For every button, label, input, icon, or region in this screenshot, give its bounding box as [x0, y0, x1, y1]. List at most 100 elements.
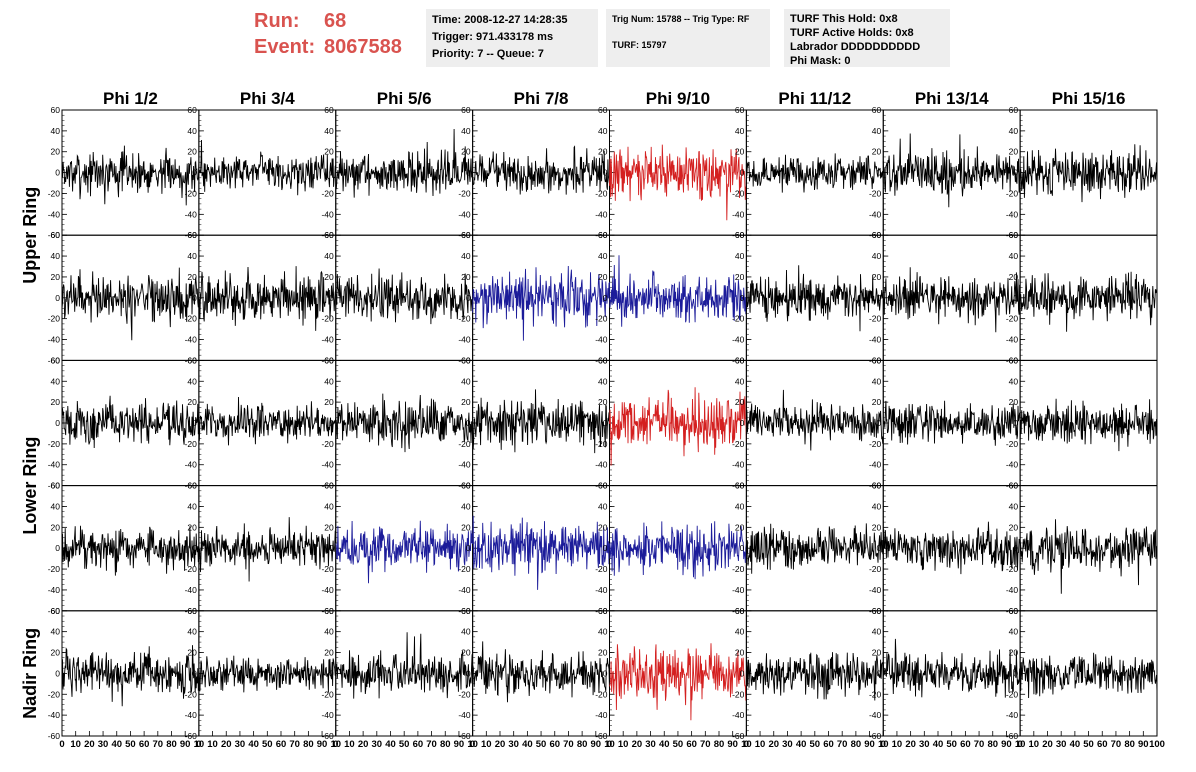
y-tick-label: 40	[1009, 376, 1019, 386]
y-tick-label: 60	[461, 606, 471, 616]
x-tick-label: 60	[276, 739, 287, 750]
x-tick-label: 30	[372, 739, 383, 750]
y-tick-label: 20	[872, 147, 882, 157]
waveform-trace	[1019, 144, 1158, 203]
x-tick-label: 0	[333, 739, 338, 750]
waveform-trace	[882, 133, 1021, 208]
waveform-trace	[1019, 398, 1158, 452]
y-tick-label: -20	[458, 314, 471, 324]
y-tick-label: 20	[872, 272, 882, 282]
y-tick-label: 40	[51, 126, 61, 136]
waveform-trace	[472, 389, 610, 454]
y-tick-label: 0	[877, 418, 882, 428]
y-tick-label: 20	[598, 522, 608, 532]
x-tick-label: 90	[864, 739, 875, 750]
waveform-trace	[198, 396, 337, 446]
y-tick-label: 40	[187, 126, 197, 136]
turf-text: TURF: 15797	[612, 40, 667, 50]
turf-active-text: TURF Active Holds: 0x8	[790, 27, 914, 39]
x-tick-label: 60	[686, 739, 697, 750]
x-tick-label: 80	[303, 739, 314, 750]
waveform-trace	[1019, 519, 1158, 594]
y-tick-label: 0	[55, 543, 60, 553]
y-tick-label: -40	[595, 585, 608, 595]
column-header: Phi 3/4	[240, 89, 295, 108]
y-tick-label: 20	[872, 648, 882, 658]
y-tick-label: 20	[461, 522, 471, 532]
y-tick-label: -40	[869, 460, 882, 470]
y-tick-label: -20	[595, 314, 608, 324]
y-tick-label: -60	[458, 731, 471, 741]
x-tick-label: 80	[1124, 739, 1135, 750]
y-tick-label: -40	[458, 585, 471, 595]
y-tick-label: -20	[321, 314, 334, 324]
y-tick-label: -60	[732, 731, 745, 741]
y-tick-label: 20	[872, 522, 882, 532]
column-header: Phi 1/2	[103, 89, 158, 108]
x-tick-label: 50	[1083, 739, 1094, 750]
y-tick-label: 20	[735, 648, 745, 658]
y-tick-label: -40	[595, 710, 608, 720]
y-tick-label: 60	[324, 606, 334, 616]
x-tick-label: 0	[196, 739, 201, 750]
y-tick-label: 20	[187, 147, 197, 157]
y-tick-label: 40	[51, 627, 61, 637]
x-tick-label: 10	[892, 739, 903, 750]
y-tick-label: 0	[1013, 543, 1018, 553]
x-tick-label: 30	[919, 739, 930, 750]
waveform-trace	[1019, 271, 1158, 332]
y-tick-label: -20	[185, 689, 198, 699]
x-tick-label: 50	[673, 739, 684, 750]
x-tick-label: 40	[796, 739, 807, 750]
event-label: Event:	[254, 36, 316, 58]
column-header: Phi 13/14	[915, 89, 989, 108]
y-tick-label: 60	[187, 355, 197, 365]
x-tick-label: 0	[1017, 739, 1022, 750]
x-tick-label: 50	[262, 739, 273, 750]
y-tick-label: -40	[48, 585, 61, 595]
x-tick-label: 40	[522, 739, 533, 750]
y-tick-label: 40	[324, 126, 334, 136]
waveform-trace	[335, 632, 474, 699]
y-tick-label: 0	[740, 543, 745, 553]
y-tick-label: -60	[48, 606, 61, 616]
y-tick-label: -20	[1006, 439, 1019, 449]
y-tick-label: -40	[1006, 585, 1019, 595]
ring-label: Lower Ring	[20, 437, 40, 535]
y-tick-label: -40	[458, 460, 471, 470]
x-tick-label: 70	[1111, 739, 1122, 750]
x-tick-label: 10	[467, 739, 478, 750]
labrador-text: Labrador DDDDDDDDDD	[790, 41, 921, 53]
x-tick-label: 50	[810, 739, 821, 750]
x-tick-label: 80	[440, 739, 451, 750]
y-tick-label: 60	[1009, 105, 1019, 115]
y-tick-label: 0	[877, 668, 882, 678]
y-tick-label: 0	[329, 543, 334, 553]
x-tick-label: 90	[727, 739, 738, 750]
y-tick-label: 40	[872, 251, 882, 261]
y-tick-label: 0	[466, 668, 471, 678]
y-tick-label: -60	[595, 731, 608, 741]
x-tick-label: 40	[385, 739, 396, 750]
y-tick-label: -40	[1006, 710, 1019, 720]
y-tick-label: 60	[735, 481, 745, 491]
y-tick-label: 20	[461, 397, 471, 407]
waveform-trace	[198, 517, 337, 582]
y-tick-label: -40	[732, 209, 745, 219]
waveform-trace	[1019, 652, 1158, 699]
y-tick-label: -20	[458, 439, 471, 449]
y-tick-label: 60	[324, 355, 334, 365]
y-tick-label: 60	[872, 606, 882, 616]
y-tick-label: 20	[1009, 272, 1019, 282]
x-tick-label: 90	[454, 739, 465, 750]
column-header: Phi 5/6	[377, 89, 432, 108]
y-tick-label: 40	[872, 126, 882, 136]
x-tick-label: 40	[1070, 739, 1081, 750]
y-tick-label: 40	[51, 251, 61, 261]
waveform-trace	[61, 267, 200, 341]
x-tick-label: 100	[1149, 739, 1165, 750]
x-tick-label: 10	[604, 739, 615, 750]
y-tick-label: -40	[321, 335, 334, 345]
y-tick-label: 0	[466, 418, 471, 428]
y-tick-label: 0	[329, 668, 334, 678]
